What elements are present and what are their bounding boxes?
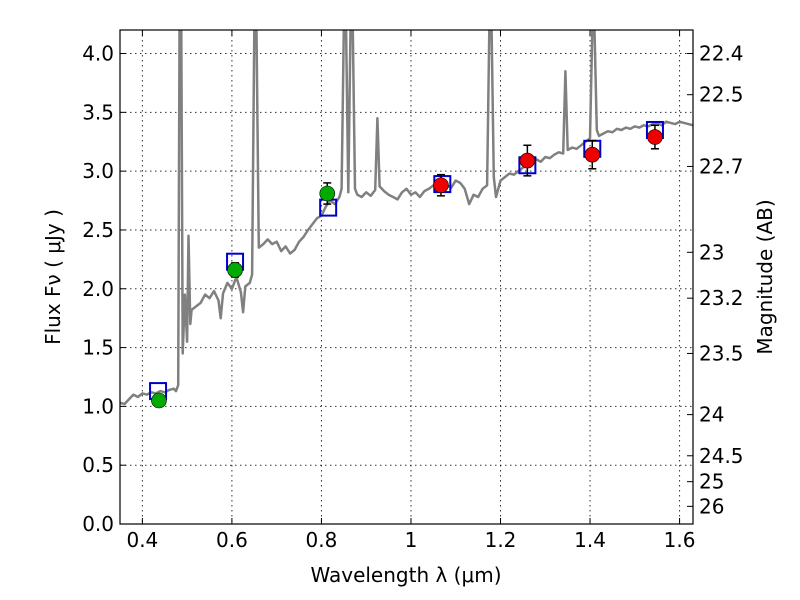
- x-tick-label: 0.8: [306, 528, 338, 552]
- x-tick-label: 1: [405, 528, 418, 552]
- right-axis-label: Magnitude (AB): [753, 199, 777, 354]
- right-tick-label: 22.5: [699, 83, 744, 107]
- right-tick-label: 23.5: [699, 341, 744, 365]
- clipped-series: [120, 30, 693, 409]
- y-tick-label: 2.0: [82, 277, 114, 301]
- x-tick-label: 1.2: [485, 528, 517, 552]
- observed-point: [519, 152, 536, 169]
- right-tick-label: 26: [699, 494, 724, 518]
- observed-point: [319, 185, 336, 202]
- observed-point: [151, 392, 167, 409]
- x-tick-label: 0.4: [126, 528, 158, 552]
- y-tick-label: 1.5: [82, 336, 114, 360]
- observed-point: [584, 146, 601, 163]
- y-tick-label: 2.5: [82, 218, 114, 242]
- x-tick-label: 1.4: [574, 528, 606, 552]
- x-tick-label: 1.6: [664, 528, 696, 552]
- right-tick-label: 23.2: [699, 286, 744, 310]
- right-tick-label: 24.5: [699, 444, 744, 468]
- y-tick-label: 4.0: [82, 42, 114, 66]
- right-tick-label: 23: [699, 240, 724, 264]
- x-axis-label: Wavelength λ (μm): [310, 563, 501, 587]
- y-tick-label: 3.5: [82, 100, 114, 124]
- observed-point: [647, 129, 663, 145]
- right-tick-label: 22.7: [699, 154, 744, 178]
- y-tick-label: 0.0: [82, 512, 114, 536]
- plot-frame: [119, 29, 694, 525]
- y-axis-label: Flux Fν ( μJy ): [41, 209, 65, 345]
- spectrum-line: [120, 30, 693, 406]
- right-tick-label: 24: [699, 403, 724, 427]
- y-tick-label: 3.0: [82, 159, 114, 183]
- observed-point: [227, 262, 243, 278]
- observed-point: [433, 177, 449, 194]
- y-tick-label: 0.5: [82, 453, 114, 477]
- right-tick-label: 25: [699, 470, 724, 494]
- plot-area: [120, 30, 693, 409]
- axis-ticks: 0.4 0.6 0.8 1 1.2 1.4 1.6 0.0 0.5 1.0 1.5 2.0 2.5 3.0…: [82, 30, 744, 552]
- y-tick-label: 1.0: [82, 394, 114, 418]
- grid-lines: [120, 30, 693, 525]
- x-tick-label: 0.6: [216, 528, 248, 552]
- right-tick-label: 22.4: [699, 42, 744, 66]
